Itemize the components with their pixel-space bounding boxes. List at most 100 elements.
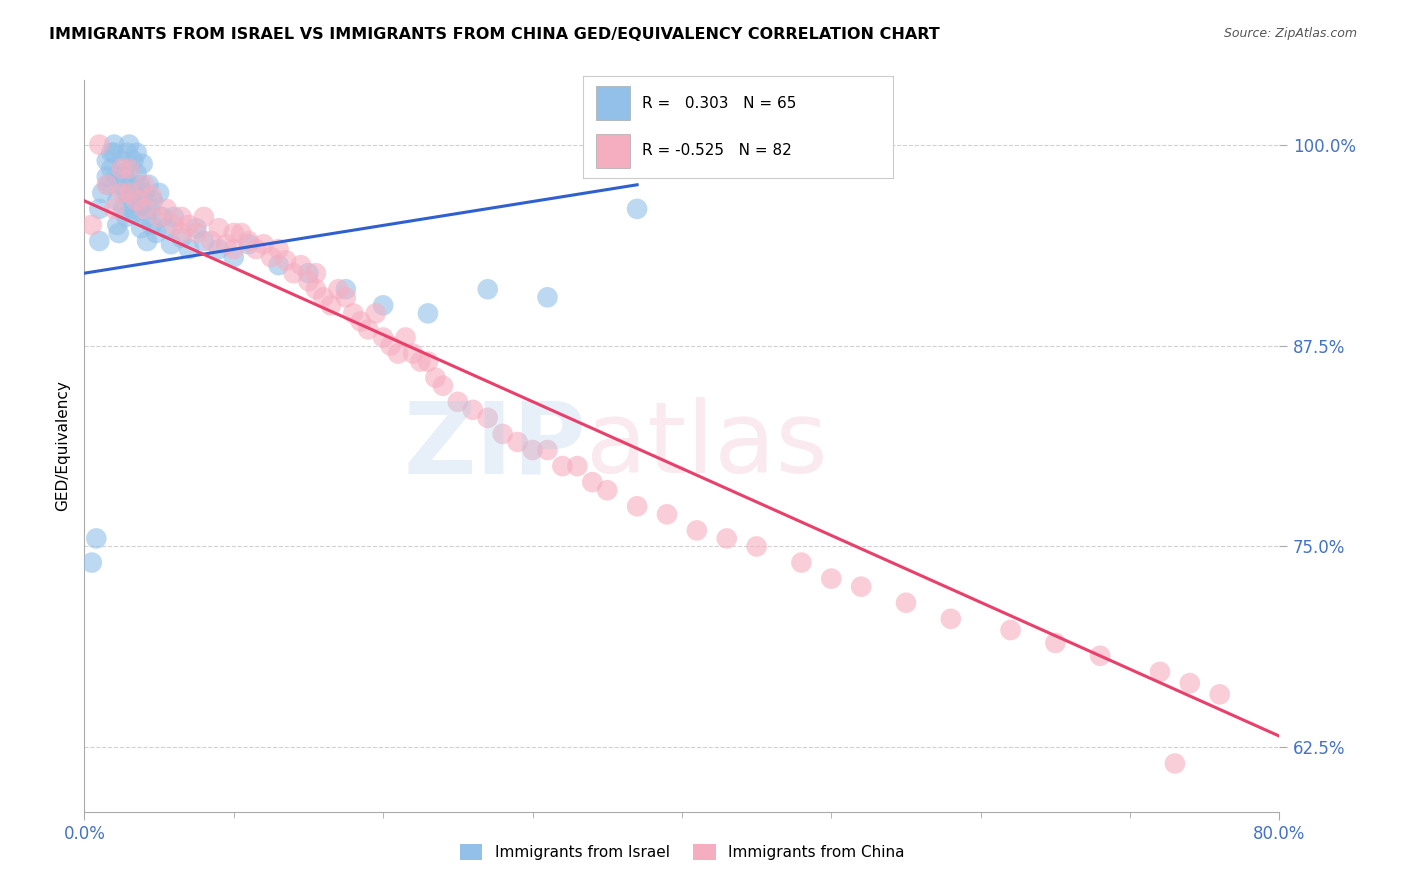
Point [170,231,193,245]
Point [274,253,297,268]
Point [238,234,260,248]
Point [132,186,156,200]
Point [416,354,439,368]
Point [125,194,148,208]
Point [163,210,186,224]
Point [111,186,134,200]
Point [127,189,149,203]
Point [124,205,146,219]
Text: ZIP: ZIP [404,398,586,494]
Point [596,483,619,498]
Point [626,500,648,514]
Point [506,434,529,449]
Point [129,221,152,235]
Point [155,221,177,235]
Point [1000,623,1022,637]
Point [716,532,738,546]
Point [131,157,153,171]
Point [536,290,558,304]
Point [581,475,603,490]
Text: IMMIGRANTS FROM ISRAEL VS IMMIGRANTS FROM CHINA GED/EQUIVALENCY CORRELATION CHAR: IMMIGRANTS FROM ISRAEL VS IMMIGRANTS FRO… [49,27,941,42]
Point [342,306,364,320]
Point [305,266,328,280]
Point [1045,636,1067,650]
Point [551,459,574,474]
Point [357,322,380,336]
Point [125,145,148,160]
Point [416,306,439,320]
Point [222,250,245,264]
Point [1209,687,1232,701]
Point [686,524,709,538]
Point [193,210,215,224]
Point [231,226,253,240]
Point [121,202,143,216]
Point [208,242,231,256]
Point [477,410,499,425]
Point [89,202,111,216]
Point [387,346,409,360]
Point [1164,756,1187,771]
Point [193,234,215,248]
FancyBboxPatch shape [596,135,630,168]
Point [477,282,499,296]
Point [851,580,873,594]
Point [122,186,145,200]
Point [305,282,328,296]
Point [148,210,170,224]
Point [150,210,173,224]
Point [1149,665,1171,679]
Point [120,178,142,192]
Point [160,237,183,252]
Point [170,226,193,240]
Point [115,186,138,200]
Point [222,242,245,256]
Point [114,169,136,184]
Point [567,459,589,474]
Point [394,330,416,344]
Point [492,426,515,441]
Point [103,137,125,152]
Point [155,202,177,216]
Text: atlas: atlas [586,398,828,494]
Point [655,508,678,522]
Point [461,402,484,417]
Point [290,258,312,272]
Point [111,153,134,168]
Point [297,274,319,288]
Point [790,556,813,570]
Point [138,178,160,192]
Point [177,218,200,232]
FancyBboxPatch shape [596,87,630,120]
Point [350,314,373,328]
Point [939,612,962,626]
Point [536,443,558,458]
Point [267,242,290,256]
Point [96,178,118,192]
Point [91,186,114,200]
Point [177,242,200,256]
Point [80,218,103,232]
Point [115,210,138,224]
Point [112,202,135,216]
Point [117,145,139,160]
Point [100,145,122,160]
Point [103,202,125,216]
Point [139,202,162,216]
Point [432,378,454,392]
Point [186,226,208,240]
Point [163,218,186,232]
Point [128,178,150,192]
Point [118,137,141,152]
Point [447,394,470,409]
Y-axis label: GED/Equivalency: GED/Equivalency [55,381,70,511]
Point [100,161,122,176]
Point [409,354,432,368]
Legend: Immigrants from Israel, Immigrants from China: Immigrants from Israel, Immigrants from … [454,838,910,866]
Point [215,237,238,252]
Point [111,161,134,176]
Point [80,556,103,570]
Point [253,237,276,252]
Point [1178,676,1201,690]
Point [111,178,134,192]
